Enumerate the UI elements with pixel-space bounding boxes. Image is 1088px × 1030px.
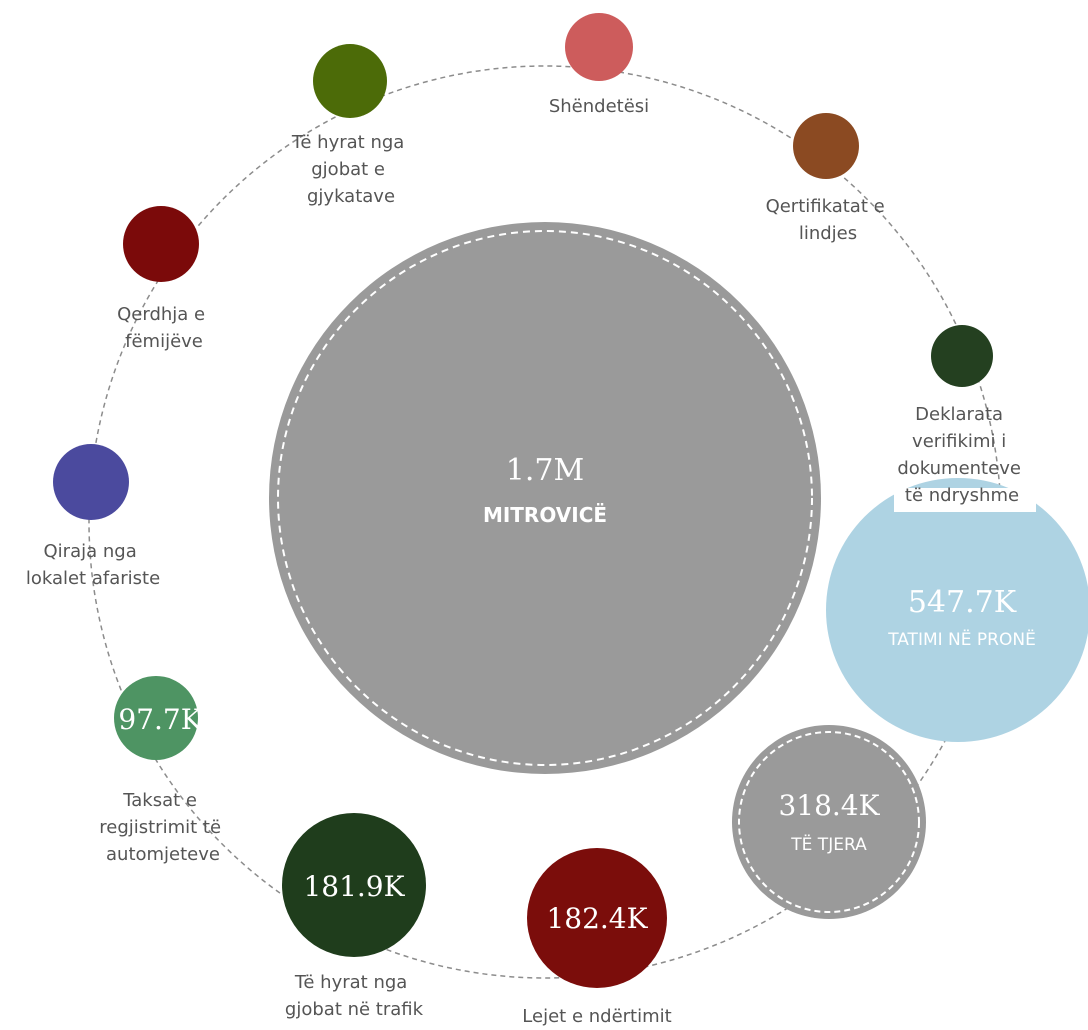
node-label: Të hyrat nga gjobat në trafik: [285, 972, 424, 1020]
node-circle: [931, 325, 993, 387]
node-sublabel: TË TJERA: [790, 834, 867, 855]
node-qiraja[interactable]: Qiraja nga lokalet afariste: [26, 444, 160, 589]
node-circle: [313, 44, 387, 118]
center-bubble[interactable]: 1.7M MITROVICË: [269, 222, 821, 774]
node-gjobat-trafik[interactable]: 181.9K Të hyrat nga gjobat në trafik: [282, 813, 426, 1020]
node-lejet[interactable]: 182.4K Lejet e ndërtimit: [522, 848, 671, 1027]
node-circle: [123, 206, 199, 282]
node-label: Taksat e regjistrimit të automjeteve: [99, 790, 227, 865]
node-deklarata-label: Deklarata verifikimi i dokumenteve të nd…: [894, 404, 1036, 512]
node-value: 97.7K: [118, 703, 202, 736]
node-label: Qerdhja e fëmijëve: [117, 304, 211, 352]
node-circle: [732, 725, 926, 919]
node-te-tjera[interactable]: 318.4K TË TJERA: [732, 725, 926, 919]
node-value: 547.7K: [908, 585, 1017, 620]
node-gjobat-gjykata[interactable]: Të hyrat nga gjobat e gjykatave: [291, 44, 410, 207]
node-label: Deklarata verifikimi i dokumenteve të nd…: [897, 404, 1026, 506]
node-value: 182.4K: [546, 902, 648, 935]
node-tatimi[interactable]: 547.7K TATIMI NË PRONË: [826, 478, 1088, 742]
center-value: 1.7M: [506, 453, 584, 488]
node-taksat[interactable]: 97.7K Taksat e regjistrimit të automjete…: [99, 676, 227, 865]
node-label: Qertifikatat e lindjes: [766, 196, 891, 244]
node-shendetesi[interactable]: Shëndetësi: [549, 13, 649, 117]
node-label: Shëndetësi: [549, 96, 649, 117]
node-qertifikatat[interactable]: Qertifikatat e lindjes: [766, 113, 891, 244]
node-sublabel: TATIMI NË PRONË: [887, 629, 1036, 650]
node-deklarata[interactable]: [931, 325, 993, 387]
center-label: MITROVICË: [483, 503, 607, 527]
node-circle: [793, 113, 859, 179]
node-label: Qiraja nga lokalet afariste: [26, 541, 160, 589]
node-label: Lejet e ndërtimit: [522, 1006, 671, 1027]
node-circle: [53, 444, 129, 520]
node-value: 181.9K: [303, 870, 405, 903]
node-qerdhja[interactable]: Qerdhja e fëmijëve: [117, 206, 211, 352]
node-label: Të hyrat nga gjobat e gjykatave: [291, 132, 410, 207]
node-value: 318.4K: [778, 789, 880, 822]
node-circle: [565, 13, 633, 81]
